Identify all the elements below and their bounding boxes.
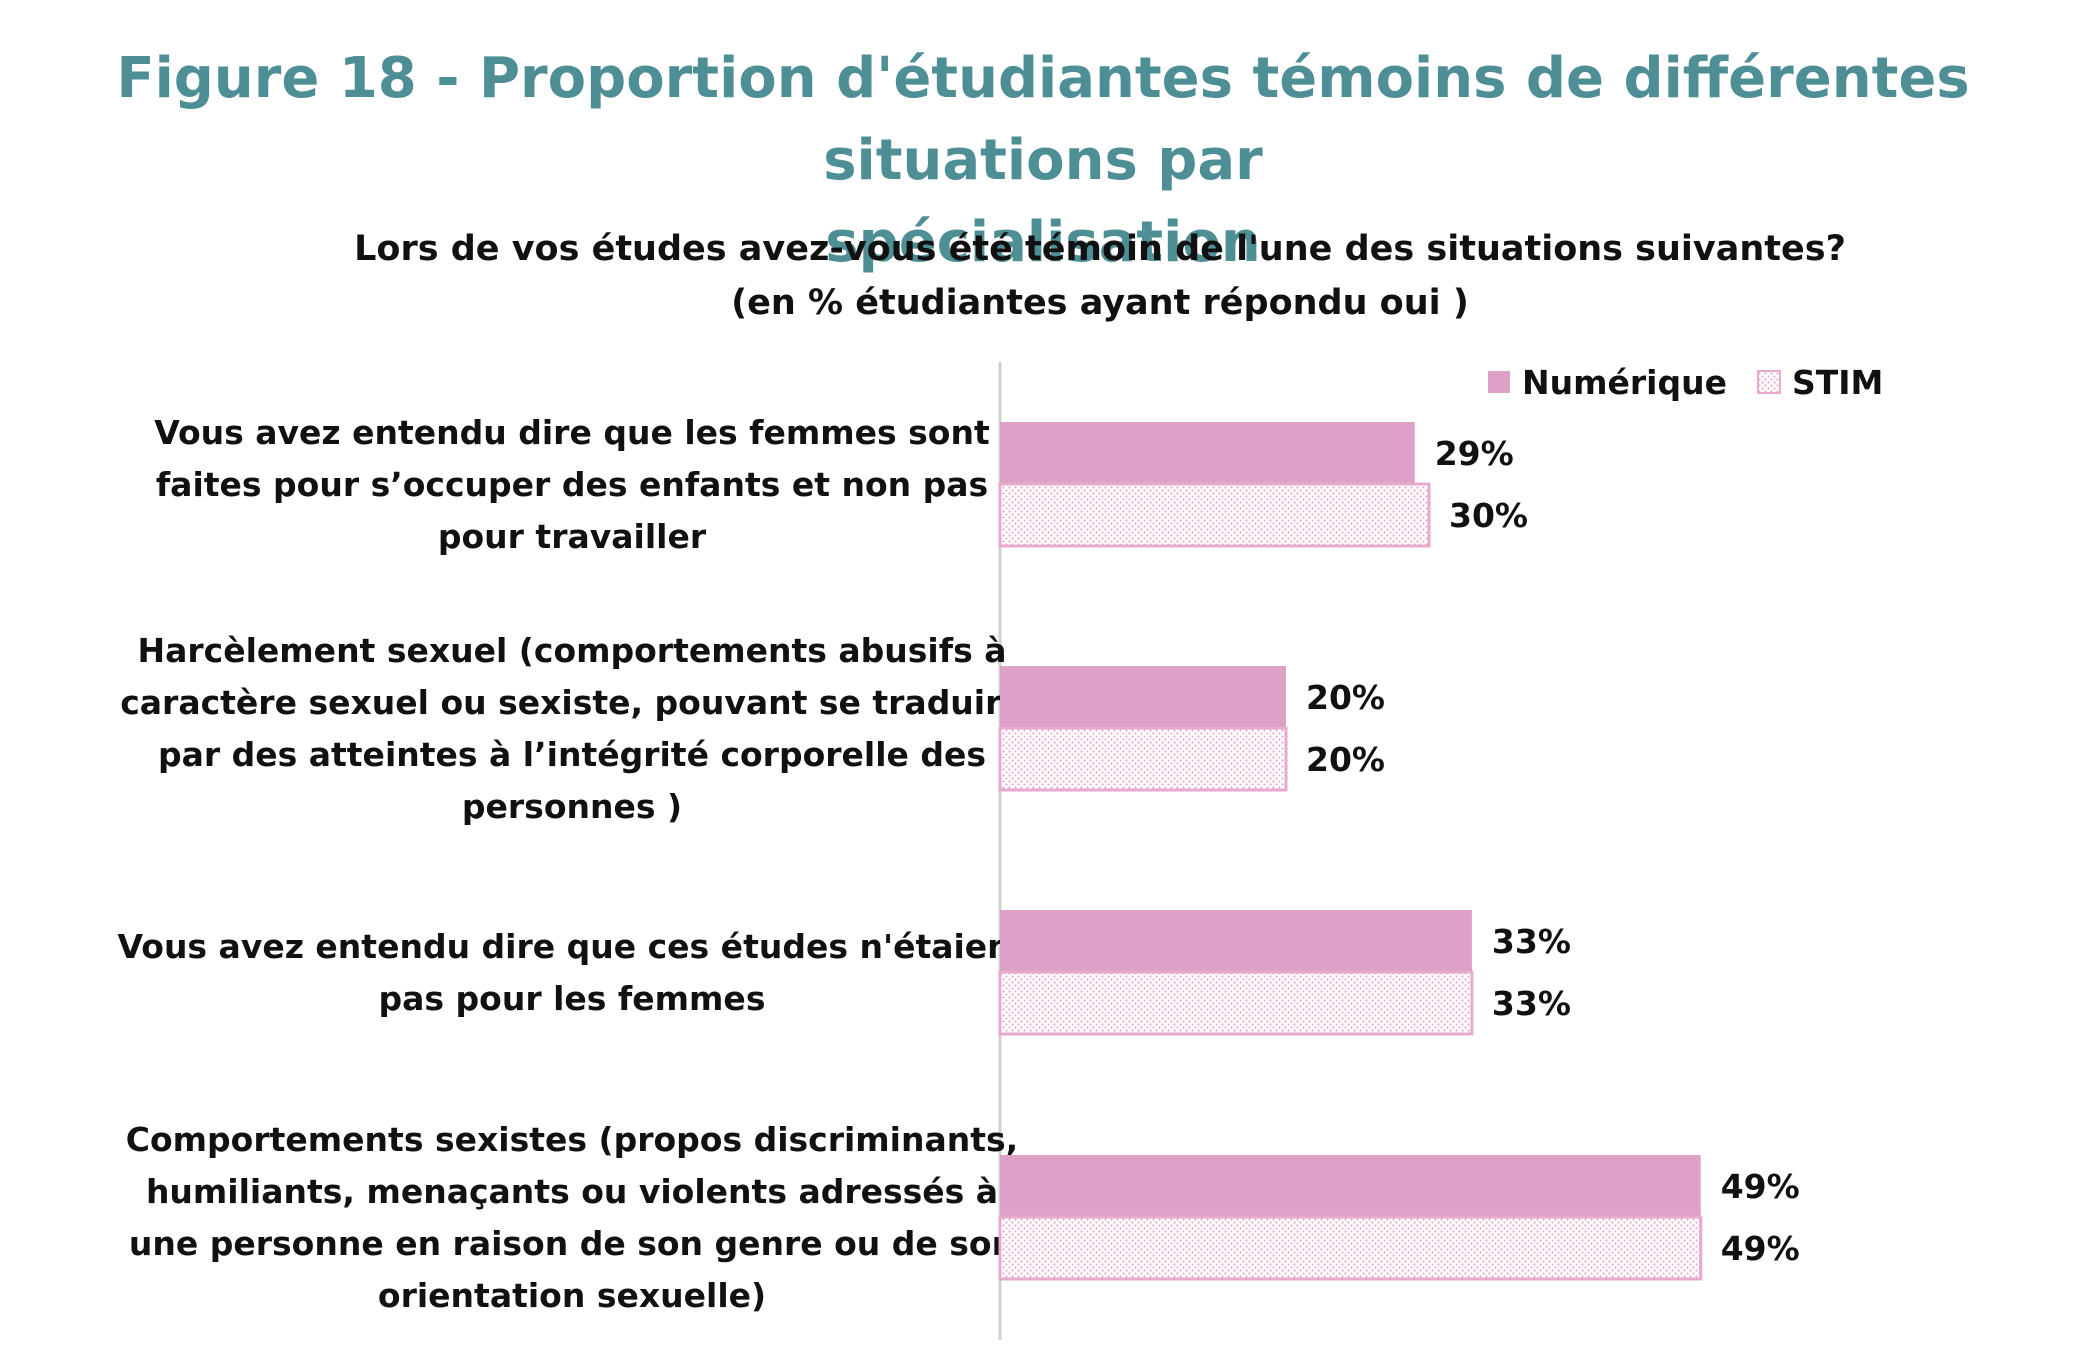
category-label-line: Vous avez entendu dire que ces études n'…	[118, 927, 1027, 966]
category-label-line: une personne en raison de son genre ou d…	[129, 1224, 1015, 1263]
bar-stim	[1000, 972, 1472, 1034]
legend-label-numérique: Numérique	[1522, 363, 1727, 402]
category-label-line: humiliants, menaçants ou violents adress…	[146, 1172, 998, 1211]
bar-numérique	[1000, 422, 1415, 484]
category-label-line: caractère sexuel ou sexiste, pouvant se …	[120, 683, 1024, 722]
category-label-line: pour travailler	[438, 517, 707, 556]
category-label-line: faites pour s’occuper des enfants et non…	[156, 465, 988, 504]
category-label-line: orientation sexuelle)	[378, 1276, 766, 1315]
legend-label-stim: STIM	[1792, 363, 1883, 402]
value-label: 30%	[1449, 496, 1528, 535]
bar-numérique	[1000, 666, 1286, 728]
category-label-line: Vous avez entendu dire que les femmes so…	[154, 413, 990, 452]
category-label: Harcèlement sexuel (comportements abusif…	[120, 631, 1024, 826]
bar-stim	[1000, 1217, 1701, 1279]
legend-swatch-numérique	[1488, 371, 1510, 393]
category-label-line: personnes )	[462, 787, 682, 826]
category-label-line: par des atteintes à l’intégrité corporel…	[158, 735, 986, 774]
value-label: 20%	[1306, 740, 1385, 779]
value-label: 29%	[1435, 434, 1514, 473]
value-label: 33%	[1492, 984, 1571, 1023]
category-label: Vous avez entendu dire que les femmes so…	[154, 413, 990, 556]
category-label-line: pas pour les femmes	[379, 979, 766, 1018]
bar-numérique	[1000, 910, 1472, 972]
bar-numérique	[1000, 1155, 1701, 1217]
value-label: 49%	[1721, 1167, 1800, 1206]
bar-stim	[1000, 728, 1286, 790]
legend-swatch-stim	[1758, 371, 1780, 393]
category-label-line: Harcèlement sexuel (comportements abusif…	[138, 631, 1007, 670]
value-label: 20%	[1306, 678, 1385, 717]
category-label-line: Comportements sexistes (propos discrimin…	[126, 1120, 1018, 1159]
bar-stim	[1000, 484, 1429, 546]
category-label: Vous avez entendu dire que ces études n'…	[118, 927, 1027, 1018]
value-label: 33%	[1492, 922, 1571, 961]
category-label: Comportements sexistes (propos discrimin…	[126, 1120, 1018, 1315]
value-label: 49%	[1721, 1229, 1800, 1268]
